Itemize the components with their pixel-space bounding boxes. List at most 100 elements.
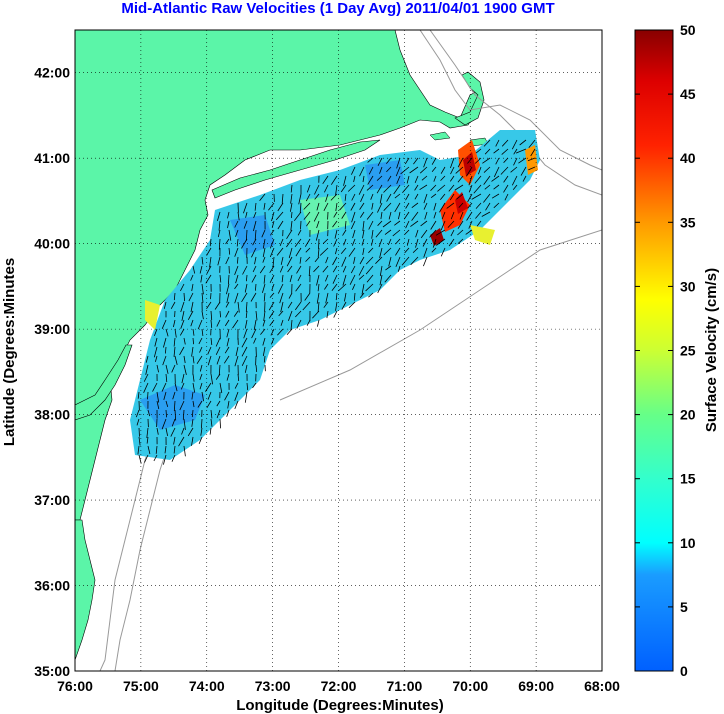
velocity-arrow: [439, 193, 446, 200]
velocity-arrow: [358, 265, 365, 276]
velocity-arrow: [259, 193, 266, 201]
velocity-arrow: [179, 328, 185, 336]
velocity-arrow: [261, 229, 266, 238]
velocity-arrow: [165, 373, 168, 383]
velocity-arrow: [467, 202, 473, 209]
velocity-arrow: [250, 292, 257, 302]
colorbar-tick-label: 5: [680, 599, 688, 615]
x-tick-label: 69:00: [518, 678, 554, 694]
velocity-arrow: [344, 292, 347, 302]
velocity-arrow: [317, 283, 320, 292]
velocity-arrow: [227, 211, 230, 219]
velocity-arrow: [183, 337, 186, 345]
velocity-arrow: [191, 436, 194, 446]
velocity-arrow: [410, 256, 419, 266]
velocity-arrow: [183, 445, 186, 457]
x-axis-label: Longitude (Degrees:Minutes): [236, 697, 444, 714]
velocity-arrow: [262, 319, 266, 327]
velocity-arrow: [210, 319, 213, 328]
velocity-arrow: [279, 238, 284, 247]
velocity-arrow: [344, 220, 347, 230]
velocity-arrow: [179, 400, 185, 411]
velocity-arrow: [210, 373, 213, 385]
velocity-arrow: [421, 175, 428, 181]
velocity-arrow: [235, 274, 239, 284]
velocity-arrow: [244, 283, 248, 293]
velocity-arrow: [279, 292, 284, 304]
velocity-arrow: [201, 256, 204, 265]
velocity-arrow: [383, 184, 392, 193]
velocity-arrow: [199, 364, 203, 372]
velocity-arrow: [367, 157, 374, 163]
velocity-arrow: [246, 274, 248, 282]
velocity-arrow: [245, 211, 248, 218]
velocity-arrow: [163, 301, 167, 309]
colorbar-tick-label: 35: [680, 214, 696, 230]
velocity-arrow: [362, 220, 365, 231]
velocity-arrow: [483, 139, 491, 147]
velocity-arrow: [348, 301, 356, 309]
velocity-arrow: [287, 265, 293, 273]
velocity-arrow: [241, 337, 248, 348]
velocity-arrow: [430, 220, 437, 230]
velocity-arrow: [234, 382, 239, 389]
velocity-arrow: [147, 391, 149, 400]
velocity-arrow: [219, 382, 223, 394]
velocity-arrow: [191, 283, 194, 292]
velocity-arrow: [324, 283, 329, 290]
velocity-arrow: [350, 202, 356, 211]
velocity-arrow: [304, 292, 311, 301]
velocity-arrow: [217, 256, 221, 266]
velocity-arrow: [386, 193, 392, 202]
velocity-arrow: [358, 184, 365, 195]
velocity-arrow: [294, 238, 302, 248]
map-area: [75, 30, 602, 671]
velocity-arrow: [245, 229, 248, 241]
velocity-arrow: [342, 229, 347, 236]
velocity-arrow: [215, 346, 221, 355]
velocity-arrow: [501, 139, 509, 147]
velocity-arrow: [205, 274, 212, 284]
y-tick-label: 40:00: [34, 236, 70, 252]
velocity-arrow: [344, 193, 347, 201]
velocity-arrow: [423, 193, 428, 204]
velocity-arrow: [165, 400, 169, 408]
velocity-patch-yellow-1: [145, 300, 160, 330]
velocity-arrow: [214, 301, 221, 310]
velocity-arrow: [423, 202, 428, 210]
velocity-arrow: [483, 166, 491, 173]
velocity-arrow: [448, 184, 455, 192]
velocity-arrow: [401, 256, 410, 266]
velocity-arrow: [365, 283, 374, 292]
velocity-arrow: [440, 166, 446, 174]
velocity-arrow: [192, 355, 195, 364]
velocity-arrow: [209, 238, 212, 247]
velocity-arrow: [163, 454, 167, 465]
velocity-arrow: [312, 310, 320, 319]
velocity-arrow: [225, 238, 230, 245]
velocity-arrow: [225, 256, 230, 265]
velocity-arrow: [466, 211, 473, 221]
velocity-patch-green: [300, 195, 350, 235]
velocity-arrow: [165, 346, 167, 354]
velocity-arrow: [491, 193, 500, 199]
velocity-arrow: [271, 211, 275, 222]
velocity-arrow: [394, 220, 401, 226]
velocity-arrow: [317, 301, 320, 312]
velocity-arrow: [326, 310, 329, 319]
velocity-arrow: [201, 310, 204, 320]
velocity-arrow: [146, 436, 149, 444]
velocity-arrow: [295, 247, 302, 257]
velocity-arrow: [322, 238, 329, 244]
velocity-arrow: [493, 148, 500, 154]
velocity-arrow: [527, 157, 536, 162]
velocity-arrow: [244, 364, 248, 373]
velocity-arrow: [305, 193, 311, 202]
velocity-arrow: [226, 373, 230, 381]
velocity-arrow: [493, 166, 500, 178]
velocity-arrow: [145, 364, 149, 375]
velocity-arrow: [423, 256, 428, 267]
velocity-arrow: [138, 427, 140, 437]
velocity-arrow: [435, 229, 446, 236]
velocity-arrow: [138, 436, 141, 446]
